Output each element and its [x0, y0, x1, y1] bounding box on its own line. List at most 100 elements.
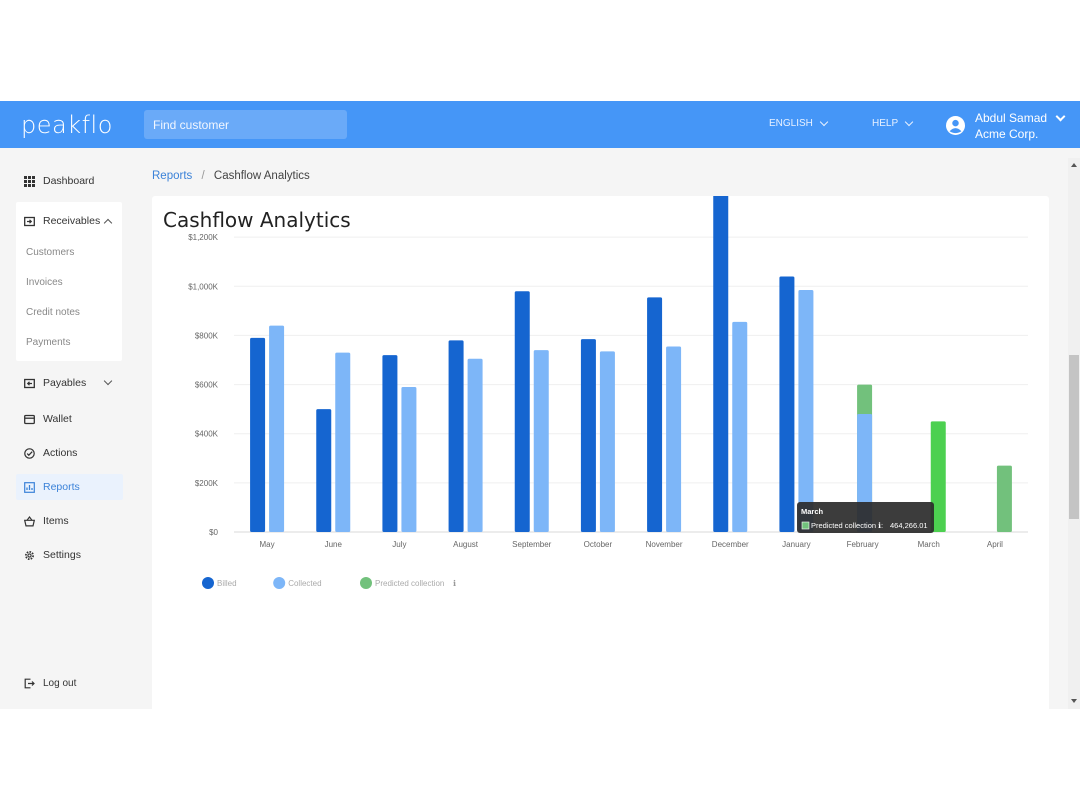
- bar-collected: [401, 387, 417, 532]
- bar-billed: [514, 291, 530, 532]
- user-avatar-icon: [946, 116, 965, 135]
- legend-marker: [360, 577, 372, 589]
- legend-label: Billed: [217, 579, 237, 588]
- breadcrumb-current: Cashflow Analytics: [213, 170, 310, 182]
- chevron-down-icon: [1055, 111, 1066, 122]
- bar-predicted: [930, 421, 946, 532]
- payables-icon: [24, 378, 35, 388]
- bar-collected: [533, 350, 549, 532]
- sidebar: Dashboard Receivables Customers Invoices…: [0, 148, 140, 709]
- sidebar-item-payables[interactable]: Payables: [16, 370, 123, 396]
- bar-billed: [316, 409, 332, 532]
- app-window: peakflo ENGLISH HELP Abdul Samad Acme Co…: [0, 101, 1080, 709]
- x-tick-label: December: [712, 540, 749, 549]
- user-company: Acme Corp.: [975, 127, 1039, 141]
- scrollbar-thumb[interactable]: [1069, 355, 1079, 519]
- peakflo-logo[interactable]: peakflo: [21, 111, 113, 139]
- tooltip-box: [797, 502, 934, 533]
- sidebar-item-label: Receivables: [43, 215, 101, 227]
- x-tick-label: June: [325, 540, 343, 549]
- y-tick-label: $0: [209, 528, 218, 537]
- basket-icon: [24, 515, 35, 526]
- legend-label: Collected: [288, 579, 321, 588]
- receivables-group: [16, 202, 122, 361]
- top-bar: peakflo ENGLISH HELP Abdul Samad Acme Co…: [0, 101, 1080, 148]
- bar-collected: [798, 289, 814, 532]
- user-name: Abdul Samad: [975, 111, 1048, 125]
- breadcrumb-reports-link[interactable]: Reports: [152, 170, 193, 182]
- bar-billed: [448, 340, 464, 532]
- logout-button[interactable]: Log out: [16, 670, 123, 696]
- x-tick-label: October: [584, 540, 613, 549]
- cashflow-chart: $0$200K$400K$600K$800K$1,000K$1,200K$1,4…: [188, 196, 1028, 589]
- x-tick-label: April: [987, 540, 1003, 549]
- bar-billed: [580, 339, 596, 532]
- chevron-up-icon: [103, 218, 113, 228]
- sidebar-item-label: Items: [43, 515, 69, 527]
- scroll-up-icon[interactable]: [1071, 163, 1077, 167]
- tooltip-swatch: [801, 521, 810, 530]
- check-circle-icon: [24, 447, 35, 459]
- legend-label: Predicted collection: [375, 579, 444, 588]
- search-input[interactable]: [144, 110, 347, 139]
- bar-collected: [335, 352, 351, 532]
- bar-collected: [666, 346, 682, 532]
- language-selector[interactable]: ENGLISH: [769, 117, 829, 129]
- bar-billed: [647, 297, 663, 532]
- y-tick-label: $200K: [195, 479, 219, 488]
- x-tick-label: May: [260, 540, 275, 549]
- y-tick-label: $1,200K: [188, 233, 218, 242]
- y-tick-label: $400K: [195, 430, 219, 439]
- receivables-icon: [24, 216, 35, 226]
- sidebar-item-reports[interactable]: Reports: [16, 474, 123, 500]
- info-icon: ℹ: [453, 579, 456, 588]
- sidebar-item-credit-notes[interactable]: Credit notes: [26, 307, 80, 318]
- sidebar-item-wallet[interactable]: Wallet: [16, 406, 123, 432]
- x-tick-label: February: [847, 540, 879, 549]
- bar-collected: [467, 358, 483, 532]
- user-menu[interactable]: Abdul Samad Acme Corp.: [946, 110, 1066, 142]
- bar-billed: [713, 196, 729, 532]
- bar-collected: [732, 321, 748, 532]
- tooltip-title: March: [801, 507, 824, 516]
- sidebar-item-items[interactable]: Items: [16, 508, 123, 534]
- scrollbar[interactable]: [1068, 158, 1080, 709]
- y-tick-label: $800K: [195, 331, 219, 340]
- sidebar-item-label: Wallet: [43, 413, 72, 425]
- legend-marker: [202, 577, 214, 589]
- x-tick-label: July: [392, 540, 406, 549]
- sidebar-item-customers[interactable]: Customers: [26, 247, 75, 258]
- help-menu[interactable]: HELP: [872, 117, 914, 129]
- logout-label: Log out: [43, 677, 77, 689]
- tooltip-value: 464,266.01: [890, 521, 928, 530]
- sidebar-item-invoices[interactable]: Invoices: [26, 277, 63, 288]
- analytics-card: Cashflow Analytics $0 $200K $400K $600K $800…: [152, 196, 1049, 709]
- reports-icon: [24, 481, 35, 493]
- sidebar-item-settings[interactable]: Settings: [16, 542, 123, 568]
- y-tick-label: $600K: [195, 381, 219, 390]
- x-tick-label: September: [512, 540, 551, 549]
- language-label: ENGLISH: [769, 118, 813, 129]
- bar-collected: [599, 351, 615, 532]
- chevron-down-icon: [904, 117, 914, 127]
- bar-billed: [250, 337, 266, 532]
- x-tick-label: January: [782, 540, 810, 549]
- sidebar-item-label: Actions: [43, 447, 78, 459]
- breadcrumb-separator: /: [201, 170, 205, 182]
- bar-billed: [779, 276, 795, 532]
- help-label: HELP: [872, 118, 899, 129]
- x-tick-label: March: [918, 540, 940, 549]
- sidebar-item-receivables[interactable]: Receivables: [16, 208, 123, 234]
- sidebar-item-payments[interactable]: Payments: [26, 337, 71, 348]
- sidebar-item-label: Reports: [43, 481, 80, 493]
- user-info: Abdul Samad Acme Corp.: [975, 110, 1066, 142]
- sidebar-item-actions[interactable]: Actions: [16, 440, 123, 466]
- bar-billed: [382, 355, 398, 532]
- chevron-down-icon: [103, 376, 113, 386]
- sidebar-item-label: Settings: [43, 549, 81, 561]
- x-tick-label: November: [646, 540, 683, 549]
- x-tick-label: August: [453, 540, 479, 549]
- sidebar-item-dashboard[interactable]: Dashboard: [16, 168, 123, 194]
- wallet-icon: [24, 414, 35, 424]
- scroll-down-icon[interactable]: [1071, 699, 1077, 703]
